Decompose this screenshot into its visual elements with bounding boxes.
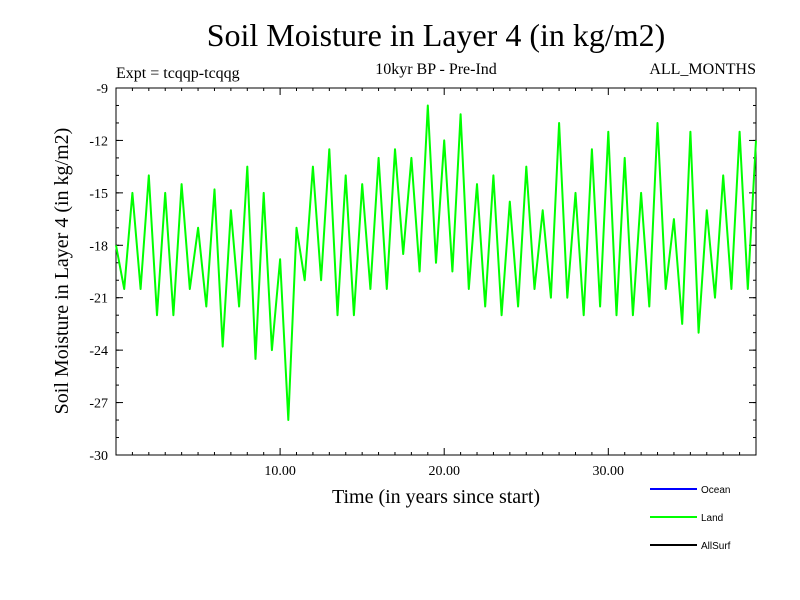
y-tick-label: -15 [89, 187, 108, 202]
x-tick-label: 10.00 [264, 464, 296, 479]
legend-item-land: Land [650, 513, 723, 524]
legend-label-allsurf: AllSurf [701, 541, 731, 552]
x-tick-label: 30.00 [593, 464, 625, 479]
period-label: ALL_MONTHS [649, 61, 756, 78]
y-axis-label: Soil Moisture in Layer 4 (in kg/m2) [51, 128, 73, 415]
legend-label-ocean: Ocean [701, 485, 730, 496]
y-ticks: -9 -12 -15 -18 -21 -24 -27 -30 [89, 82, 756, 464]
y-tick-label: -24 [89, 344, 108, 359]
y-tick-label: -30 [89, 449, 108, 464]
y-tick-label: -9 [96, 82, 108, 97]
y-tick-label: -12 [89, 134, 108, 149]
y-tick-label: -21 [89, 292, 108, 307]
series-group [115, 104, 757, 421]
legend-label-land: Land [701, 513, 723, 524]
legend: Ocean Land AllSurf [650, 485, 731, 552]
experiment-label: Expt = tcqqp-tcqqg [116, 65, 240, 82]
x-ticks: 10.00 20.00 30.00 [115, 88, 757, 479]
plot-area [115, 87, 757, 456]
x-tick-label: 20.00 [428, 464, 460, 479]
chart-subtitle: 10kyr BP - Pre-Ind [375, 61, 497, 78]
x-axis-label: Time (in years since start) [332, 486, 540, 508]
legend-item-allsurf: AllSurf [650, 541, 731, 552]
y-tick-label: -18 [89, 239, 108, 254]
legend-item-ocean: Ocean [650, 485, 730, 496]
chart-title: Soil Moisture in Layer 4 (in kg/m2) [207, 17, 666, 53]
y-tick-label: -27 [89, 397, 108, 412]
series-line-land [115, 104, 757, 421]
